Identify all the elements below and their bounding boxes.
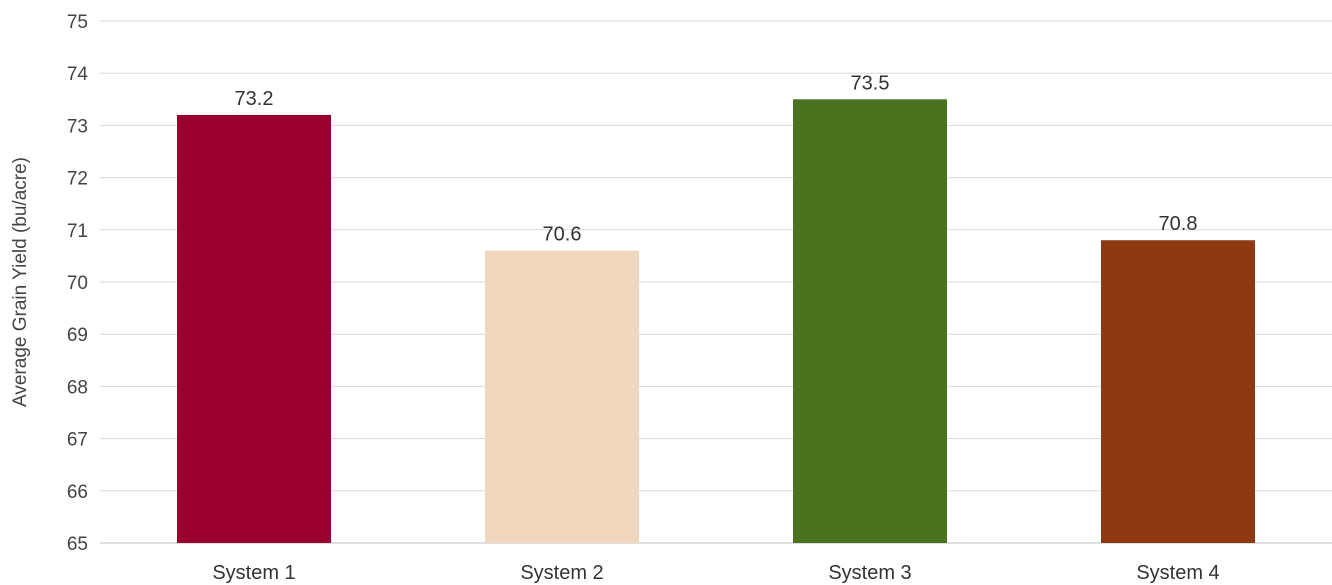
category-label: System 2 <box>520 562 603 584</box>
y-tick-label: 69 <box>67 325 88 346</box>
y-tick-label: 70 <box>67 273 88 294</box>
category-label: System 4 <box>1136 562 1219 584</box>
bars <box>177 99 1255 544</box>
y-tick-label: 71 <box>67 221 88 242</box>
y-tick-label: 74 <box>67 64 89 85</box>
y-tick-label: 67 <box>67 430 88 451</box>
y-tick-label: 68 <box>67 377 88 398</box>
x-axis-categories: System 1 System 2 System 3 System 4 <box>212 562 1219 584</box>
data-label: 73.2 <box>235 88 274 110</box>
bar-system-4 <box>1101 240 1255 544</box>
y-tick-label: 72 <box>67 169 88 190</box>
bar-system-2 <box>485 250 639 543</box>
data-label: 70.6 <box>543 224 582 246</box>
bar-system-3 <box>793 99 947 544</box>
y-axis-title: Average Grain Yield (bu/acre) <box>10 157 31 407</box>
category-label: System 1 <box>212 562 295 584</box>
data-labels: 73.2 70.6 73.5 70.8 <box>235 72 1198 245</box>
data-label: 73.5 <box>851 72 890 94</box>
category-label: System 3 <box>828 562 911 584</box>
y-axis-ticks: 65 66 67 68 69 70 71 72 73 74 75 <box>67 12 89 555</box>
y-tick-label: 75 <box>67 12 88 33</box>
data-label: 70.8 <box>1159 213 1198 235</box>
y-tick-label: 65 <box>67 534 88 555</box>
bar-system-1 <box>177 114 331 544</box>
y-tick-label: 66 <box>67 482 88 503</box>
y-tick-label: 73 <box>67 116 88 137</box>
